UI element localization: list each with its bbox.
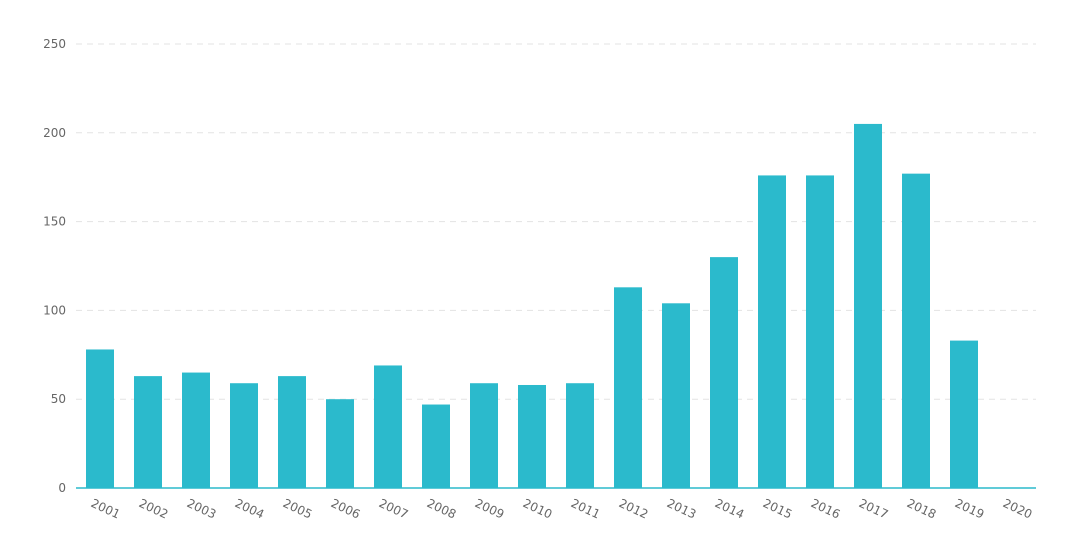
x-tick-label: 2020: [1001, 496, 1035, 522]
x-tick-label: 2002: [137, 496, 171, 522]
bar: [518, 384, 546, 488]
y-tick-label: 0: [58, 481, 66, 495]
bar: [86, 349, 114, 488]
bar: [326, 399, 354, 488]
bars: [86, 123, 978, 489]
x-tick-label: 2014: [713, 496, 747, 522]
bar: [614, 287, 642, 488]
x-tick-label: 2011: [569, 496, 603, 522]
grid: [76, 43, 1036, 400]
x-tick-label: 2017: [857, 496, 891, 522]
bar: [230, 383, 258, 488]
bar: [854, 123, 882, 489]
bar: [566, 383, 594, 488]
bar: [278, 376, 306, 488]
x-axis-ticks: 2001 2002 2003 2004 2005 2006 2007 2008 2009 2010…: [89, 496, 1035, 522]
y-axis-ticks: 0 50 100 150 200 250: [43, 37, 66, 495]
x-tick-label: 2005: [281, 496, 315, 522]
x-tick-label: 2013: [665, 496, 699, 522]
x-tick-label: 2012: [617, 496, 651, 522]
x-tick-label: 2008: [425, 496, 459, 522]
x-tick-label: 2004: [233, 496, 267, 522]
bar: [470, 383, 498, 488]
x-tick-label: 2009: [473, 496, 507, 522]
y-tick-label: 100: [43, 303, 66, 317]
y-tick-label: 250: [43, 37, 66, 51]
x-tick-label: 2015: [761, 496, 795, 522]
bar: [374, 365, 402, 488]
x-tick-label: 2001: [89, 496, 123, 522]
x-tick-label: 2019: [953, 496, 987, 522]
x-tick-label: 2018: [905, 496, 939, 522]
x-tick-label: 2010: [521, 496, 555, 522]
bar: [806, 175, 834, 488]
bar: [758, 175, 786, 488]
y-tick-label: 200: [43, 126, 66, 140]
x-tick-label: 2003: [185, 496, 219, 522]
bar: [134, 376, 162, 488]
x-tick-label: 2016: [809, 496, 843, 522]
y-tick-label: 150: [43, 215, 66, 229]
bar: [662, 303, 690, 488]
x-tick-label: 2007: [377, 496, 411, 522]
bar: [902, 173, 930, 488]
bar: [422, 404, 450, 488]
y-tick-label: 50: [51, 392, 66, 406]
x-tick-label: 2006: [329, 496, 363, 522]
bar: [710, 257, 738, 488]
bar: [182, 372, 210, 488]
bar: [950, 340, 978, 488]
